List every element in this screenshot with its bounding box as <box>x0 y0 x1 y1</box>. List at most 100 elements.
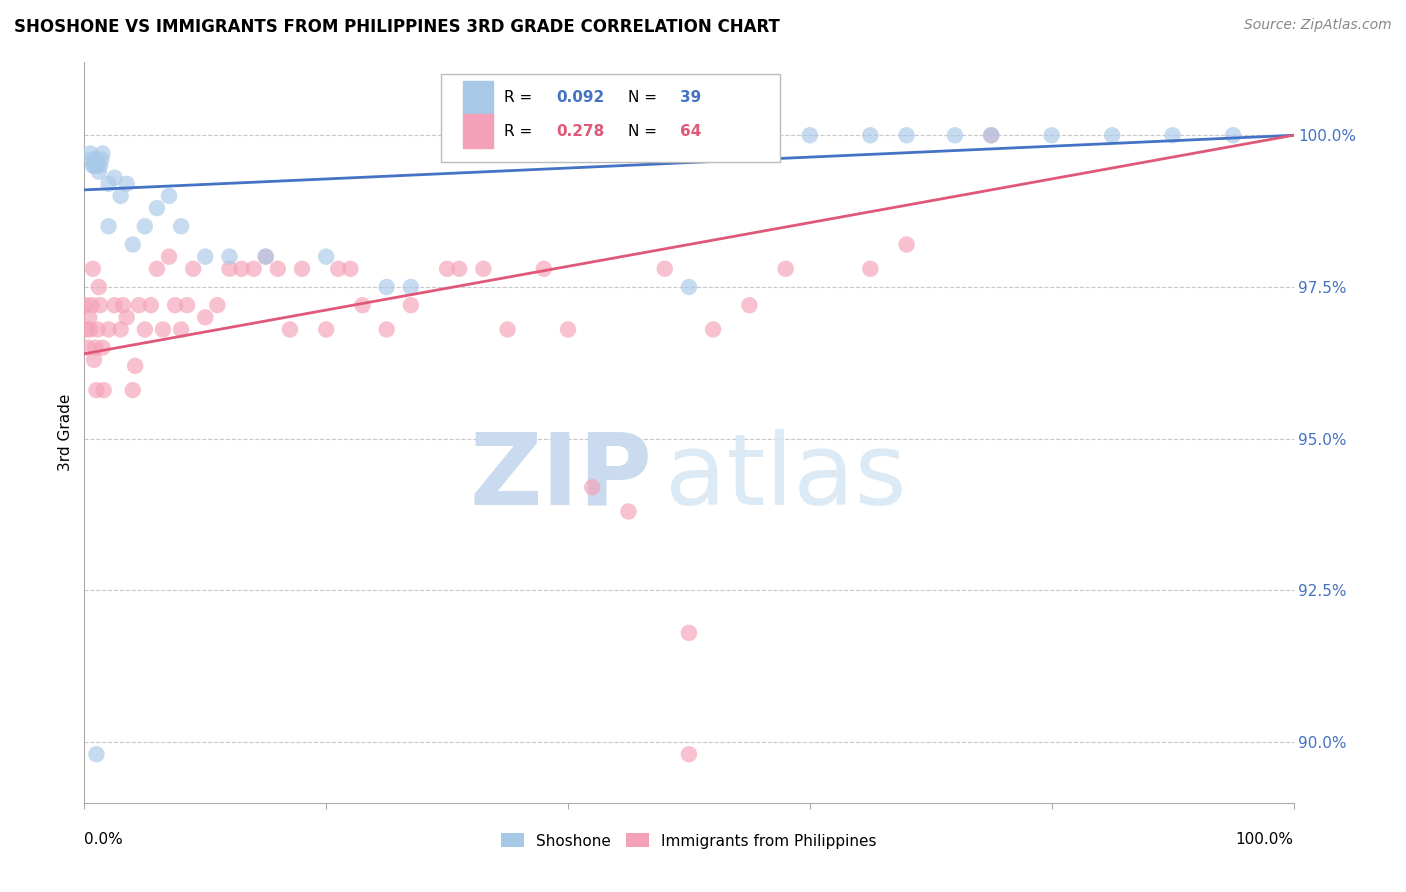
Point <box>278 322 301 336</box>
Point <box>104 170 127 185</box>
Point <box>449 261 471 276</box>
Point <box>110 322 132 336</box>
Text: N =: N = <box>628 124 662 139</box>
Text: atlas: atlas <box>665 428 907 525</box>
Point <box>799 128 821 143</box>
Point <box>79 146 101 161</box>
Point <box>181 261 204 276</box>
Point <box>291 261 314 276</box>
Point <box>472 261 495 276</box>
Point <box>87 280 110 294</box>
Point <box>86 159 108 173</box>
Point <box>170 219 193 234</box>
Point <box>254 250 277 264</box>
Text: R =: R = <box>503 124 537 139</box>
Point <box>87 164 110 178</box>
FancyBboxPatch shape <box>441 73 780 162</box>
Text: SHOSHONE VS IMMIGRANTS FROM PHILIPPINES 3RD GRADE CORRELATION CHART: SHOSHONE VS IMMIGRANTS FROM PHILIPPINES … <box>14 18 780 36</box>
Point <box>104 298 127 312</box>
Point <box>678 747 700 762</box>
Point <box>943 128 966 143</box>
Text: 0.278: 0.278 <box>555 124 605 139</box>
Point <box>115 310 138 325</box>
Text: 64: 64 <box>681 124 702 139</box>
Point <box>112 298 135 312</box>
Point <box>267 261 290 276</box>
Point <box>80 298 103 312</box>
Point <box>218 261 240 276</box>
Point <box>89 298 111 312</box>
Point <box>91 146 114 161</box>
Point <box>738 128 761 143</box>
Point <box>1161 128 1184 143</box>
Point <box>207 298 229 312</box>
Point <box>146 261 169 276</box>
Point <box>194 310 217 325</box>
Point <box>399 280 422 294</box>
Point <box>134 219 156 234</box>
Point <box>980 128 1002 143</box>
Bar <box>463 114 494 147</box>
Text: Source: ZipAtlas.com: Source: ZipAtlas.com <box>1244 18 1392 32</box>
Point <box>254 250 277 264</box>
Point <box>194 250 217 264</box>
Point <box>84 341 107 355</box>
Text: ZIP: ZIP <box>470 428 652 525</box>
Point <box>176 298 198 312</box>
Point <box>375 322 398 336</box>
Point <box>231 261 253 276</box>
Point <box>399 298 422 312</box>
Point <box>315 322 337 336</box>
Point <box>76 322 98 336</box>
Point <box>328 261 350 276</box>
Point <box>82 159 104 173</box>
Text: 39: 39 <box>681 90 702 105</box>
Point <box>352 298 374 312</box>
Point <box>97 219 120 234</box>
Point <box>165 298 187 312</box>
Point <box>617 504 640 518</box>
Point <box>315 250 337 264</box>
Point <box>86 159 108 173</box>
Point <box>557 322 579 336</box>
Point <box>86 383 108 397</box>
Point <box>980 128 1002 143</box>
Point <box>581 480 603 494</box>
Point <box>533 261 555 276</box>
Point <box>83 159 105 173</box>
Point <box>859 261 882 276</box>
Point <box>90 153 112 167</box>
Point <box>124 359 146 373</box>
Point <box>128 298 150 312</box>
Point <box>496 322 519 336</box>
Point <box>115 177 138 191</box>
Point <box>75 298 97 312</box>
Point <box>83 352 105 367</box>
Text: 100.0%: 100.0% <box>1236 832 1294 847</box>
Point <box>86 747 108 762</box>
Point <box>80 153 103 167</box>
Point <box>242 261 264 276</box>
Point <box>375 280 398 294</box>
Point <box>139 298 162 312</box>
Point <box>1040 128 1063 143</box>
Point <box>110 189 132 203</box>
Point <box>97 177 120 191</box>
Point <box>86 322 108 336</box>
Text: R =: R = <box>503 90 537 105</box>
Point <box>157 189 180 203</box>
Text: 0.0%: 0.0% <box>84 832 124 847</box>
Point <box>436 261 458 276</box>
Point <box>157 250 180 264</box>
Point <box>91 341 114 355</box>
Point <box>134 322 156 336</box>
Point <box>152 322 174 336</box>
Point <box>1101 128 1123 143</box>
Point <box>702 322 724 336</box>
Point <box>339 261 361 276</box>
Bar <box>463 81 494 114</box>
Point <box>1222 128 1244 143</box>
Point <box>859 128 882 143</box>
Point <box>93 383 115 397</box>
Point <box>170 322 193 336</box>
